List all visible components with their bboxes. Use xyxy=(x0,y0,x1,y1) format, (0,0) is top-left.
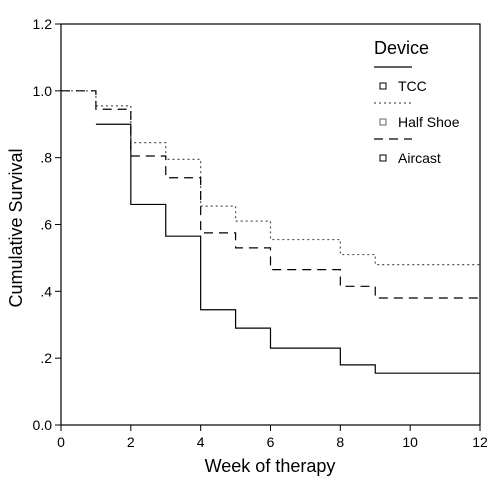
y-axis: 0.0 .2 .4 .6 .8 1.0 1.2 xyxy=(33,16,61,433)
x-tick-label: 10 xyxy=(402,434,418,450)
series-line-aircast xyxy=(61,90,480,299)
series-layer xyxy=(61,90,480,374)
x-tick-label: 2 xyxy=(127,434,135,450)
legend-title: Device xyxy=(374,38,429,58)
y-tick-label: .2 xyxy=(40,350,52,366)
y-tick-label: 1.0 xyxy=(33,83,53,99)
x-tick-label: 8 xyxy=(336,434,344,450)
y-tick-label: 1.2 xyxy=(33,16,53,32)
legend-marker-icon xyxy=(379,118,387,126)
y-tick-label: 0.0 xyxy=(33,417,53,433)
x-tick-label: 6 xyxy=(267,434,275,450)
y-tick-label: .6 xyxy=(40,217,52,233)
series-line-tcc xyxy=(95,123,480,374)
y-tick-label: .4 xyxy=(40,283,52,299)
legend-label-half-shoe: Half Shoe xyxy=(398,114,460,130)
legend-marker-icon xyxy=(379,154,387,162)
x-tick-label: 0 xyxy=(57,434,65,450)
legend-label-aircast: Aircast xyxy=(398,150,441,166)
x-axis: 0 2 4 6 8 10 12 xyxy=(57,425,488,450)
x-tick-label: 4 xyxy=(197,434,205,450)
x-axis-label: Week of therapy xyxy=(205,456,336,476)
legend-label-tcc: TCC xyxy=(398,78,427,94)
y-axis-label: Cumulative Survival xyxy=(6,148,26,307)
legend-marker-icon xyxy=(379,82,387,90)
y-tick-label: .8 xyxy=(40,150,52,166)
x-tick-label: 12 xyxy=(472,434,488,450)
legend: Device TCC Half Shoe Aircast xyxy=(374,38,460,166)
